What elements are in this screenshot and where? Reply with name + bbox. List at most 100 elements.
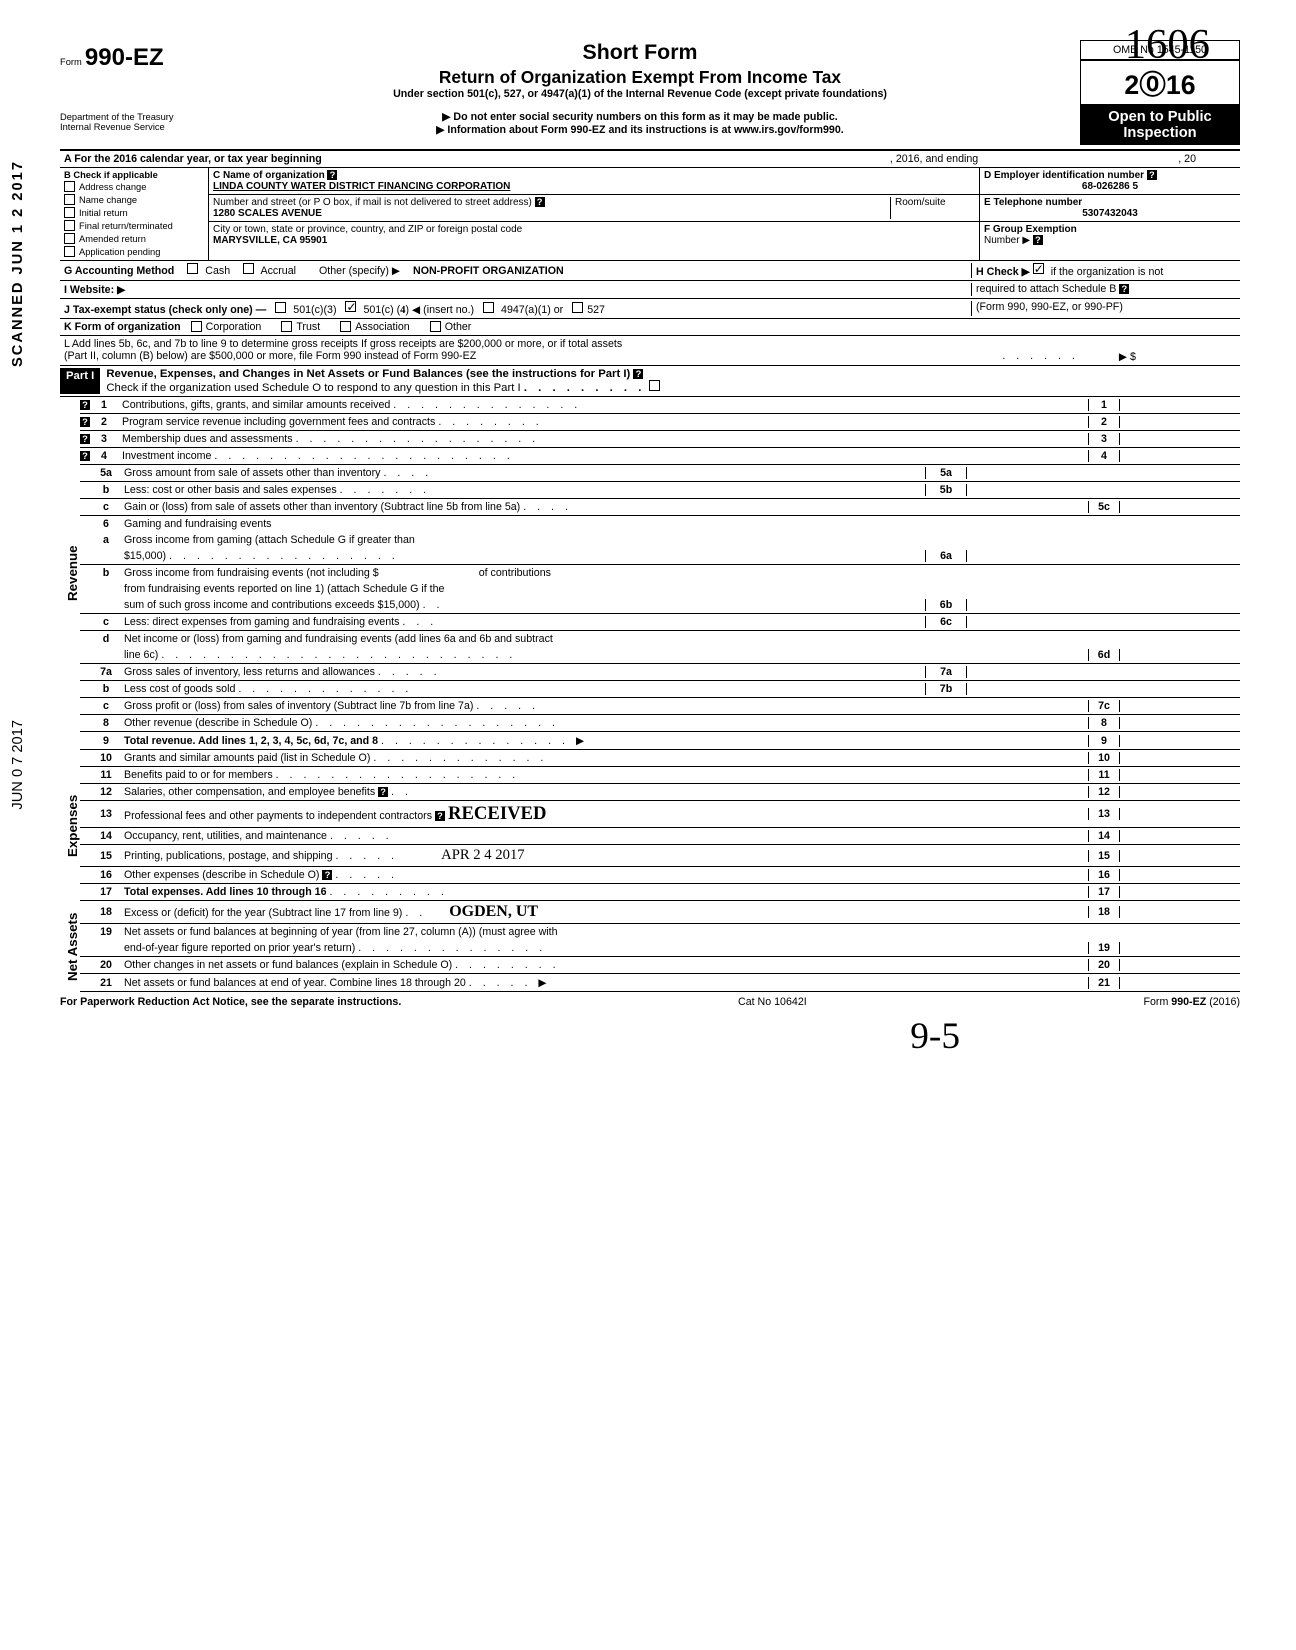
line-2-num: 2	[90, 416, 118, 428]
info-text: ▶ Information about Form 990-EZ and its …	[210, 123, 1070, 136]
part1-title: Revenue, Expenses, and Changes in Net As…	[106, 368, 630, 380]
line-1-desc: Contributions, gifts, grants, and simila…	[122, 399, 390, 411]
k-corp: Corporation	[206, 321, 262, 333]
city-label: City or town, state or province, country…	[213, 224, 522, 235]
line-15-col: 15	[1088, 850, 1120, 862]
checkbox-schedule-o[interactable]	[649, 380, 660, 391]
line-6b-mid: 6b	[925, 599, 967, 611]
org-name: LINDA COUNTY WATER DISTRICT FINANCING CO…	[213, 181, 510, 192]
line-1-col: 1	[1088, 399, 1120, 411]
paperwork-notice: For Paperwork Reduction Act Notice, see …	[60, 996, 401, 1008]
checkbox-address-change[interactable]	[64, 181, 75, 192]
checkbox-name-change[interactable]	[64, 194, 75, 205]
city-value: MARYSVILLE, CA 95901	[213, 235, 327, 246]
check-item-4: Amended return	[79, 234, 146, 244]
line-17-num: 17	[92, 886, 120, 898]
net-assets-side-label: Net Assets	[60, 901, 80, 992]
checkbox-4947[interactable]	[483, 302, 494, 313]
section-h-label: H Check ▶	[976, 266, 1030, 278]
line-15-desc: Printing, publications, postage, and shi…	[124, 850, 333, 862]
line-13-col: 13	[1088, 808, 1120, 820]
section-k-label: K Form of organization	[64, 321, 181, 333]
checkbox-pending[interactable]	[64, 246, 75, 257]
section-a-end: , 20	[1178, 153, 1196, 165]
help-icon[interactable]: ?	[1119, 284, 1129, 294]
help-icon[interactable]: ?	[1033, 235, 1043, 245]
line-19b-desc: end-of-year figure reported on prior yea…	[124, 942, 355, 954]
j-opt3: 4947(a)(1) or	[501, 304, 563, 316]
checkbox-501c[interactable]	[345, 301, 356, 312]
scanned-stamp-side: SCANNED JUN 1 2 2017	[10, 160, 26, 367]
section-a-row: A For the 2016 calendar year, or tax yea…	[60, 151, 1240, 168]
help-icon[interactable]: ?	[327, 170, 337, 180]
checkbox-527[interactable]	[572, 302, 583, 313]
help-icon[interactable]: ?	[80, 451, 90, 461]
checkbox-assoc[interactable]	[340, 321, 351, 332]
help-icon[interactable]: ?	[322, 870, 332, 880]
handwritten-bottom: 9-5	[910, 1015, 960, 1058]
line-3-desc: Membership dues and assessments	[122, 433, 293, 445]
part1-check-text: Check if the organization used Schedule …	[106, 382, 520, 394]
line-6b-desc2: from fundraising events reported on line…	[124, 583, 444, 595]
line-5b-desc: Less: cost or other basis and sales expe…	[124, 484, 337, 496]
checkbox-amended[interactable]	[64, 233, 75, 244]
line-1-num: 1	[90, 399, 118, 411]
section-b-label: B Check if applicable	[64, 170, 204, 180]
line-11-num: 11	[92, 769, 120, 781]
line-8-desc: Other revenue (describe in Schedule O)	[124, 717, 312, 729]
help-icon[interactable]: ?	[435, 811, 445, 821]
line-6a-mid: 6a	[925, 550, 967, 562]
inspection-label: Inspection	[1084, 125, 1236, 141]
line-4-col: 4	[1088, 450, 1120, 462]
line-7a-mid: 7a	[925, 666, 967, 678]
checkbox-corp[interactable]	[191, 321, 202, 332]
help-icon[interactable]: ?	[80, 434, 90, 444]
phone-value: 5307432043	[984, 208, 1236, 219]
checkbox-other-org[interactable]	[430, 321, 441, 332]
line-13-num: 13	[92, 808, 120, 820]
main-title: Return of Organization Exempt From Incom…	[210, 67, 1070, 88]
section-f-label: F Group Exemption	[984, 224, 1077, 235]
section-i-label: I Website: ▶	[64, 284, 125, 296]
received-date: APR 2 4 2017	[441, 847, 524, 863]
line-11-col: 11	[1088, 769, 1120, 781]
line-11-desc: Benefits paid to or for members	[124, 769, 273, 781]
short-form-title: Short Form	[210, 40, 1070, 65]
help-icon[interactable]: ?	[1147, 170, 1157, 180]
help-icon[interactable]: ?	[535, 197, 545, 207]
help-icon[interactable]: ?	[633, 369, 643, 379]
check-item-3: Final return/terminated	[79, 221, 173, 231]
room-label: Room/suite	[895, 197, 946, 208]
received-stamp-text: RECEIVED	[448, 803, 546, 824]
irs-label: Internal Revenue Service	[60, 122, 200, 132]
line-19a-desc: Net assets or fund balances at beginning…	[124, 926, 558, 938]
accounting-value: NON-PROFIT ORGANIZATION	[413, 265, 564, 277]
open-public-label: Open to Public	[1084, 109, 1236, 125]
checkbox-501c3[interactable]	[275, 302, 286, 313]
checkbox-sched-b[interactable]	[1033, 263, 1044, 274]
line-2-desc: Program service revenue including govern…	[122, 416, 435, 428]
line-7c-desc: Gross profit or (loss) from sales of inv…	[124, 700, 473, 712]
line-4-desc: Investment income	[122, 450, 211, 462]
line-9-num: 9	[92, 735, 120, 747]
line-6c-mid: 6c	[925, 616, 967, 628]
help-icon[interactable]: ?	[80, 400, 90, 410]
line-9-desc: Total revenue. Add lines 1, 2, 3, 4, 5c,…	[124, 735, 378, 747]
line-14-num: 14	[92, 830, 120, 842]
checkbox-initial-return[interactable]	[64, 207, 75, 218]
help-icon[interactable]: ?	[80, 417, 90, 427]
line-20-desc: Other changes in net assets or fund bala…	[124, 959, 452, 971]
section-e-label: E Telephone number	[984, 197, 1082, 208]
checkbox-accrual[interactable]	[243, 263, 254, 274]
checkbox-trust[interactable]	[281, 321, 292, 332]
help-icon[interactable]: ?	[378, 787, 388, 797]
line-6-desc: Gaming and fundraising events	[124, 518, 272, 530]
checkbox-cash[interactable]	[187, 263, 198, 274]
j-opt1: 501(c)(3)	[293, 304, 336, 316]
street-label: Number and street (or P O box, if mail i…	[213, 197, 532, 208]
checkbox-final-return[interactable]	[64, 220, 75, 231]
line-18-desc: Excess or (deficit) for the year (Subtra…	[124, 907, 402, 919]
line-14-col: 14	[1088, 830, 1120, 842]
line-5a-num: 5a	[92, 467, 120, 479]
expenses-side-label: Expenses	[60, 750, 80, 901]
